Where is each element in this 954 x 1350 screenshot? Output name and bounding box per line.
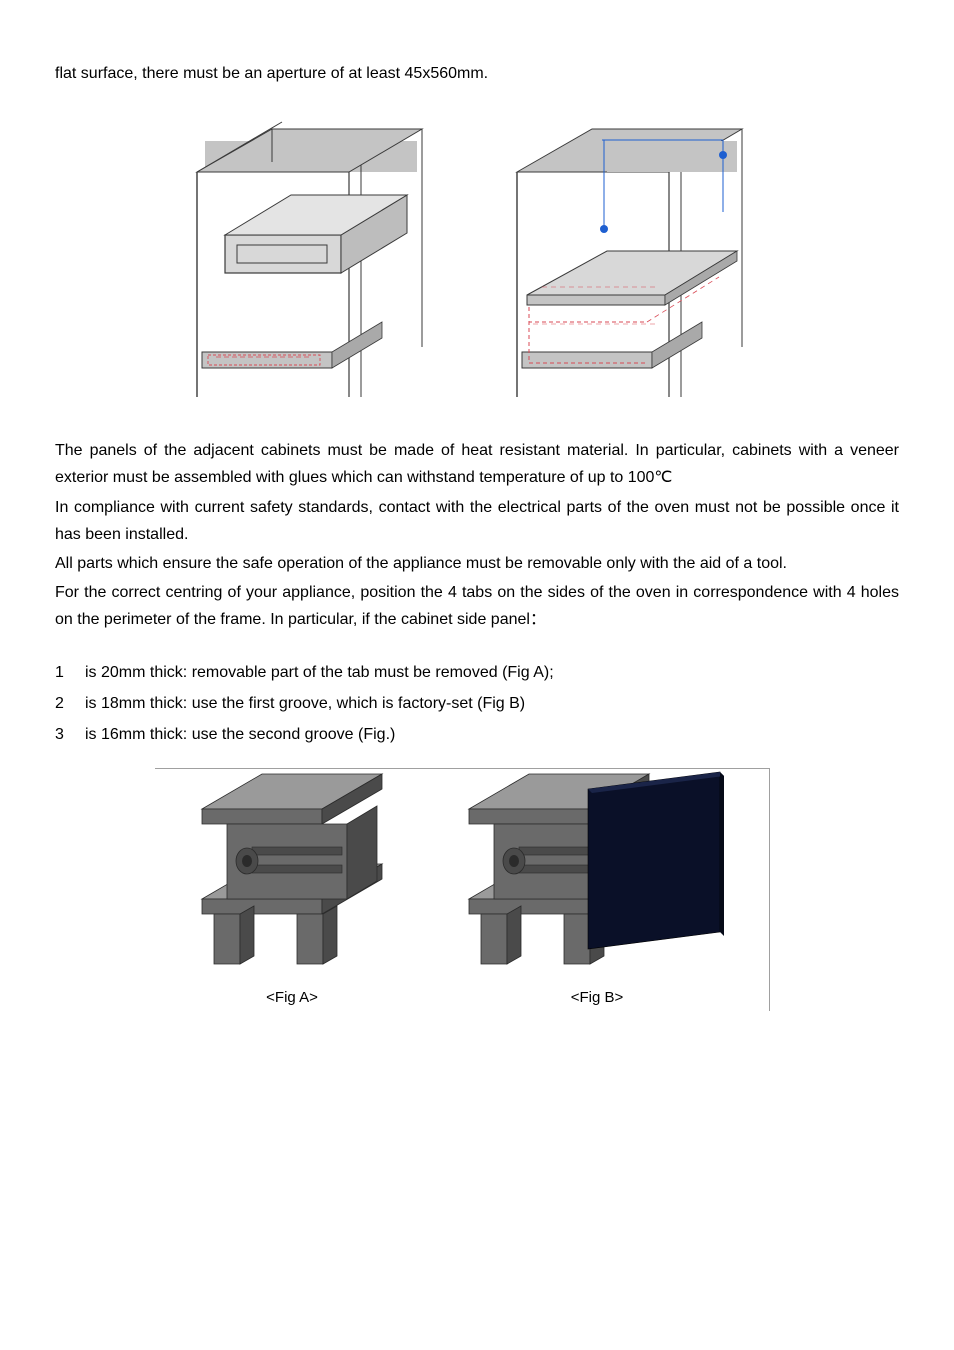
paragraph-4: For the correct centring of your applian…: [55, 579, 899, 633]
cabinet-diagram-right: [497, 117, 777, 397]
list-number: 3: [55, 721, 85, 748]
list-item: 1 is 20mm thick: removable part of the t…: [55, 659, 899, 686]
list-text: is 16mm thick: use the second groove (Fi…: [85, 721, 395, 748]
intro-text: flat surface, there must be an aperture …: [55, 60, 899, 87]
figure-row: <Fig A>: [155, 768, 770, 1011]
list-item: 3 is 16mm thick: use the second groove (…: [55, 721, 899, 748]
paragraph-2: In compliance with current safety standa…: [55, 494, 899, 548]
list-text: is 18mm thick: use the first groove, whi…: [85, 690, 525, 717]
paragraph-1: The panels of the adjacent cabinets must…: [55, 437, 899, 491]
list-number: 1: [55, 659, 85, 686]
figure-b: <Fig B>: [462, 769, 732, 1011]
figure-a-label: <Fig A>: [192, 985, 392, 1011]
cabinet-diagram-left: [177, 117, 457, 397]
paragraph-3: All parts which ensure the safe operatio…: [55, 550, 899, 577]
figure-a: <Fig A>: [192, 769, 392, 1011]
list-text: is 20mm thick: removable part of the tab…: [85, 659, 554, 686]
thickness-list: 1 is 20mm thick: removable part of the t…: [55, 659, 899, 749]
list-item: 2 is 18mm thick: use the first groove, w…: [55, 690, 899, 717]
figure-b-label: <Fig B>: [462, 985, 732, 1011]
list-number: 2: [55, 690, 85, 717]
cabinet-diagram-row: [55, 117, 899, 397]
